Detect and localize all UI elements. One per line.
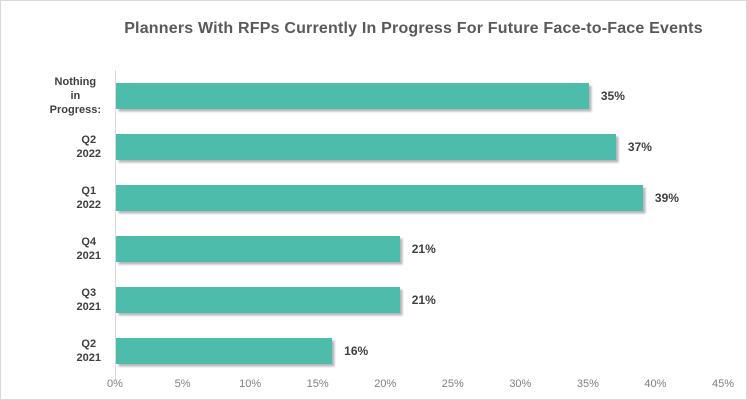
- category-label: Q2 2022: [76, 133, 102, 160]
- bar: [116, 236, 400, 263]
- bar: [116, 82, 589, 109]
- x-axis-tick-label: 20%: [374, 378, 397, 390]
- bar-row: Q2 2022 37%: [77, 121, 724, 172]
- x-axis-tick-label: 10%: [239, 378, 262, 390]
- bar: [116, 287, 400, 314]
- bar-row: Q2 2021 16%: [77, 326, 724, 377]
- x-axis-tick-label: 30%: [509, 378, 532, 390]
- bar: [116, 133, 616, 160]
- x-axis-tick-label: 5%: [174, 378, 191, 390]
- value-label: 16%: [344, 344, 369, 359]
- bar-row: Nothing in Progress: 35%: [50, 70, 724, 121]
- chart-title: Planners With RFPs Currently In Progress…: [124, 20, 703, 37]
- x-axis-tick-label: 15%: [306, 378, 329, 390]
- category-label: Q1 2022: [76, 184, 102, 211]
- value-label: 37%: [627, 139, 652, 154]
- x-axis-tick-label: 40%: [644, 378, 667, 390]
- value-label: 21%: [411, 242, 436, 257]
- x-axis-tick-label: 45%: [711, 378, 735, 390]
- value-label: 39%: [654, 190, 679, 205]
- bar: [116, 184, 643, 211]
- value-label: 21%: [411, 293, 436, 308]
- x-axis: 0% 5% 10% 15% 20% 25% 30% 35% 40% 45%: [107, 378, 734, 392]
- bar-row: Q4 2021 21%: [77, 224, 724, 275]
- value-label: 35%: [600, 88, 625, 103]
- x-axis-tick-label: 0%: [107, 378, 123, 390]
- bar: [116, 338, 333, 365]
- category-label: Nothing in Progress:: [49, 75, 102, 116]
- plot-area: Nothing in Progress: 35% Q2 2022 37% Q1 …: [50, 70, 724, 381]
- x-axis-tick-label: 35%: [576, 378, 599, 390]
- x-axis-tick-label: 25%: [441, 378, 464, 390]
- bar-row: Q1 2022 39%: [77, 172, 724, 223]
- category-label: Q3 2021: [76, 287, 102, 314]
- bar-row: Q3 2021 21%: [77, 275, 724, 326]
- category-label: Q4 2021: [76, 236, 102, 263]
- category-label: Q2 2021: [76, 338, 102, 365]
